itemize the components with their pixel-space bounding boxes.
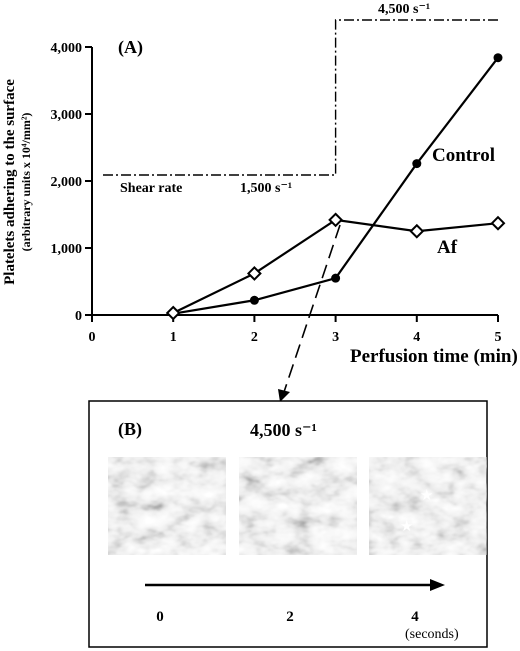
series-layer bbox=[165, 53, 506, 321]
x-tick-label: 5 bbox=[495, 330, 502, 345]
y-tick-label: 2,000 bbox=[51, 175, 83, 190]
series-label-control: Control bbox=[432, 145, 495, 166]
x-ticks: 0 1 2 3 4 5 bbox=[89, 315, 502, 345]
micrograph-0s bbox=[108, 457, 226, 555]
data-point-control bbox=[331, 273, 341, 283]
x-tick-label: 0 bbox=[89, 330, 96, 345]
panel-a: 0 1,000 2,000 3,000 4,000 0 1 2 3 4 5 (A) Shear r… bbox=[2, 2, 518, 367]
data-point-af bbox=[409, 223, 425, 239]
micrograph-2s bbox=[239, 457, 357, 555]
data-point-af bbox=[246, 266, 262, 281]
data-point-af bbox=[165, 305, 181, 321]
x-tick-label: 2 bbox=[251, 330, 258, 345]
data-point-control bbox=[493, 53, 503, 63]
micrograph-4s: ★ ★ bbox=[369, 457, 487, 555]
y-tick-label: 1,000 bbox=[51, 242, 83, 257]
time-label-2: 2 bbox=[286, 609, 294, 625]
data-point-af bbox=[328, 212, 344, 228]
star-marker-1: ★ bbox=[420, 486, 433, 504]
x-axis-title: Perfusion time (min) bbox=[350, 346, 518, 367]
data-point-control bbox=[412, 159, 422, 169]
y-tick-label: 4,000 bbox=[51, 41, 83, 56]
connector-dashed-line bbox=[283, 224, 341, 393]
series-label-af: Af bbox=[437, 237, 458, 258]
time-label-4: 4 bbox=[411, 609, 419, 625]
time-arrow-head bbox=[430, 579, 445, 591]
x-tick-label: 3 bbox=[332, 330, 339, 345]
time-label-0: 0 bbox=[156, 609, 164, 625]
y-tick-label: 0 bbox=[75, 309, 82, 324]
data-point-control bbox=[249, 295, 259, 305]
shear-rate-label: Shear rate bbox=[120, 181, 182, 196]
panel-label-b: (B) bbox=[118, 419, 142, 440]
x-tick-label: 1 bbox=[170, 330, 177, 345]
x-tick-label: 4 bbox=[413, 330, 420, 345]
panel-b-title: 4,500 s⁻¹ bbox=[250, 420, 317, 440]
panel-label-a: (A) bbox=[118, 37, 143, 58]
y-tick-label: 3,000 bbox=[51, 108, 83, 123]
star-marker-2: ★ bbox=[400, 517, 413, 535]
y-ticks: 0 1,000 2,000 3,000 4,000 bbox=[51, 41, 92, 324]
shear-rate-step-line bbox=[103, 19, 498, 176]
y-axis-units: (arbitrary units x 10⁴/mm²) bbox=[19, 113, 33, 252]
data-point-af bbox=[490, 215, 506, 231]
series-line-af bbox=[172, 218, 499, 314]
shear-rate-high-label: 4,500 s⁻¹ bbox=[378, 2, 430, 17]
connector-arrowhead bbox=[278, 389, 290, 402]
shear-rate-low-label: 1,500 s⁻¹ bbox=[240, 181, 292, 196]
y-axis-title: Platelets adhering to the surface bbox=[2, 79, 18, 285]
time-unit-label: (seconds) bbox=[405, 627, 459, 642]
panel-b: (B) 4,500 s⁻¹ ★ ★ 0 2 4 (seconds) bbox=[88, 400, 488, 648]
